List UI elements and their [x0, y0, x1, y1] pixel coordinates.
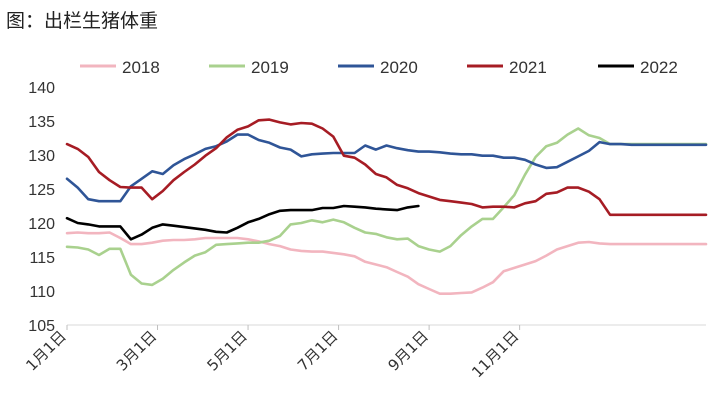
y-tick-label: 105 [28, 318, 55, 335]
series-line-2019 [65, 127, 708, 287]
y-tick-label: 135 [28, 114, 55, 131]
x-tick-label: 5月1日 [203, 327, 250, 374]
series-line-2022 [65, 204, 420, 241]
y-tick-label: 130 [28, 148, 55, 165]
y-tick-label: 115 [29, 250, 55, 267]
x-tick-label: 11月1日 [468, 327, 522, 381]
legend-label-2022: 2022 [640, 58, 678, 77]
x-axis: 1月1日 3月1日 5月1日 7月1日 9月1日 11月1日 [22, 324, 706, 381]
y-tick-label: 140 [28, 80, 55, 97]
x-tick-label: 9月1日 [384, 327, 431, 374]
series-line-2020 [65, 133, 708, 203]
series-line-2021 [65, 118, 708, 217]
legend-label-2020: 2020 [380, 58, 418, 77]
y-tick-label: 120 [28, 216, 55, 233]
legend: 2018 2019 2020 2021 2022 [80, 58, 678, 77]
x-tick-label: 3月1日 [113, 327, 160, 374]
x-tick-label: 7月1日 [294, 327, 341, 374]
chart-title: 图：出栏生猪体重 [6, 10, 159, 32]
y-tick-label: 125 [28, 182, 55, 199]
y-axis: 105 110 115 120 125 130 135 140 [28, 80, 55, 335]
series-lines [65, 118, 708, 296]
series-line-2018 [65, 231, 708, 296]
y-tick-label: 110 [29, 284, 55, 301]
legend-label-2021: 2021 [509, 58, 547, 77]
legend-label-2018: 2018 [122, 58, 160, 77]
legend-label-2019: 2019 [251, 58, 289, 77]
